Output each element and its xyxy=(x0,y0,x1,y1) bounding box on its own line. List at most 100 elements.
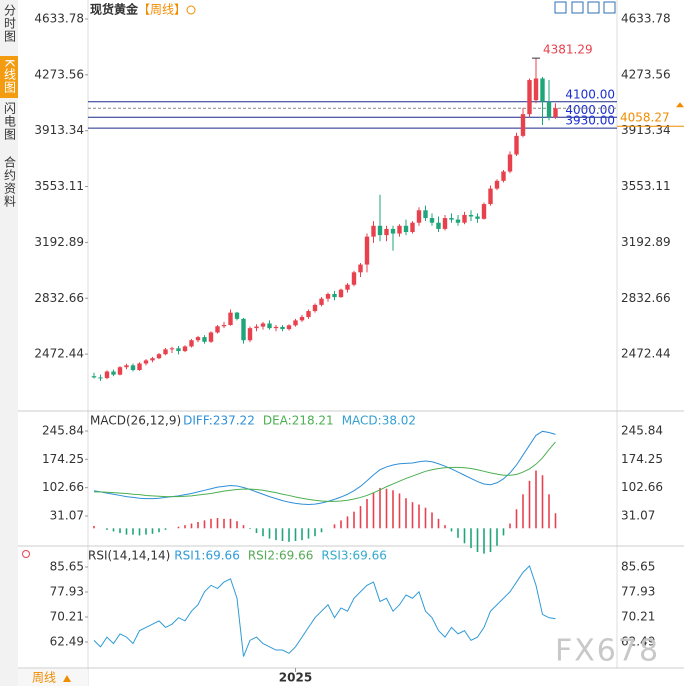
candle-body xyxy=(117,367,123,375)
tool-icon[interactable] xyxy=(603,1,616,14)
y-tick-label: 4633.78 xyxy=(621,11,671,25)
candle-body xyxy=(143,360,149,364)
candle-body xyxy=(520,114,526,136)
y-tick-label: 245.84 xyxy=(42,423,84,437)
y-tick-label: 77.93 xyxy=(50,584,84,598)
panel-title: MACD(26,12,9) xyxy=(90,414,181,428)
candle-body xyxy=(371,225,376,237)
candle-body xyxy=(299,316,305,321)
candle-body xyxy=(403,225,409,233)
settings-icon[interactable] xyxy=(186,5,196,15)
candle-body xyxy=(462,214,467,223)
candle-body xyxy=(202,337,207,342)
last-price-arrow xyxy=(676,102,684,108)
candle-body xyxy=(442,218,448,229)
candle-body xyxy=(130,365,136,370)
y-tick-label: 4633.78 xyxy=(34,11,84,25)
candle-body xyxy=(364,236,370,265)
candle-body xyxy=(384,228,389,236)
y-tick-label: 3913.34 xyxy=(34,123,84,137)
sidebar xyxy=(0,0,18,686)
legend-entry: RSI2:69.66 xyxy=(248,549,314,563)
candle-body xyxy=(475,216,480,219)
candle-body xyxy=(546,101,552,118)
period-button[interactable]: 周线 xyxy=(32,671,56,685)
y-tick-label: 62.49 xyxy=(50,634,84,648)
y-tick-label: 174.25 xyxy=(42,452,84,466)
candle-body xyxy=(267,323,272,329)
price-level-label: 4000.00 xyxy=(565,103,615,117)
legend-entry: RSI3:69.66 xyxy=(321,549,387,563)
candle-body xyxy=(527,80,532,115)
candle-body xyxy=(312,304,318,312)
y-tick-label: 62.49 xyxy=(621,634,655,648)
candle-body xyxy=(247,328,253,341)
y-tick-label: 85.65 xyxy=(50,560,84,574)
candle-body xyxy=(507,154,513,172)
candle-body xyxy=(345,284,350,290)
candle-body xyxy=(397,225,402,234)
y-tick-label: 70.21 xyxy=(50,609,84,623)
candle-body xyxy=(488,188,493,205)
y-tick-label: 85.65 xyxy=(621,560,655,574)
y-tick-label: 2472.44 xyxy=(34,347,84,361)
y-tick-label: 102.66 xyxy=(621,480,663,494)
series-line xyxy=(94,441,556,502)
candle-body xyxy=(137,363,142,370)
tool-icon[interactable] xyxy=(587,1,600,14)
toolbar xyxy=(554,1,616,14)
candle-body xyxy=(423,210,428,219)
candle-body xyxy=(455,219,461,223)
candle-body xyxy=(221,325,227,327)
candle-body xyxy=(254,326,259,329)
candle-body xyxy=(156,354,162,359)
candle-body xyxy=(306,311,311,317)
candle-body xyxy=(241,318,246,341)
y-tick-label: 70.21 xyxy=(621,609,655,623)
legend-entry: MACD:38.02 xyxy=(342,414,416,428)
rsi-settings-icon[interactable] xyxy=(22,550,30,558)
candle-body xyxy=(189,340,194,347)
candle-body xyxy=(351,272,357,285)
y-tick-label: 2832.66 xyxy=(621,291,671,305)
y-tick-label: 2472.44 xyxy=(621,347,671,361)
x-tick-label: 2025 xyxy=(279,671,312,685)
candle-body xyxy=(533,78,539,101)
sidebar-tab[interactable]: 闪电图 xyxy=(3,102,17,141)
candle-body xyxy=(416,210,422,223)
y-tick-label: 245.84 xyxy=(621,423,663,437)
y-tick-label: 2832.66 xyxy=(34,291,84,305)
candle-body xyxy=(481,204,487,219)
y-tick-label: 3913.34 xyxy=(621,123,671,137)
candle-body xyxy=(163,349,168,355)
y-tick-label: 3192.89 xyxy=(621,235,671,249)
candle-body xyxy=(228,312,233,326)
candle-body xyxy=(429,218,435,223)
period-button-arrow[interactable] xyxy=(63,675,71,682)
tool-icon[interactable] xyxy=(571,1,584,14)
candle-body xyxy=(260,323,266,327)
candle-body xyxy=(215,326,220,333)
price-level-label: 3930.00 xyxy=(565,114,615,128)
candle-body xyxy=(111,371,116,375)
tool-icon[interactable] xyxy=(554,1,567,14)
candle-body xyxy=(104,371,110,379)
candle-body xyxy=(501,171,506,181)
candle-body xyxy=(468,214,474,217)
sidebar-tab[interactable]: K线图 xyxy=(3,59,17,94)
candle-body xyxy=(150,358,155,361)
y-tick-label: 3192.89 xyxy=(34,235,84,249)
y-tick-label: 3553.11 xyxy=(621,179,671,193)
y-tick-label: 4273.56 xyxy=(621,67,671,81)
sidebar-tab[interactable]: 合约资料 xyxy=(3,155,17,208)
y-tick-label: 3553.11 xyxy=(34,179,84,193)
candle-body xyxy=(169,348,175,350)
y-tick-label: 77.93 xyxy=(621,584,655,598)
candle-body xyxy=(410,222,415,233)
legend-entry: DEA:218.21 xyxy=(263,414,334,428)
candle-body xyxy=(195,337,201,341)
active-tab-bg xyxy=(0,56,18,98)
max-label: 4381.29 xyxy=(543,43,593,57)
sidebar-tab[interactable]: 分时图 xyxy=(3,4,17,43)
series-line xyxy=(93,564,556,657)
